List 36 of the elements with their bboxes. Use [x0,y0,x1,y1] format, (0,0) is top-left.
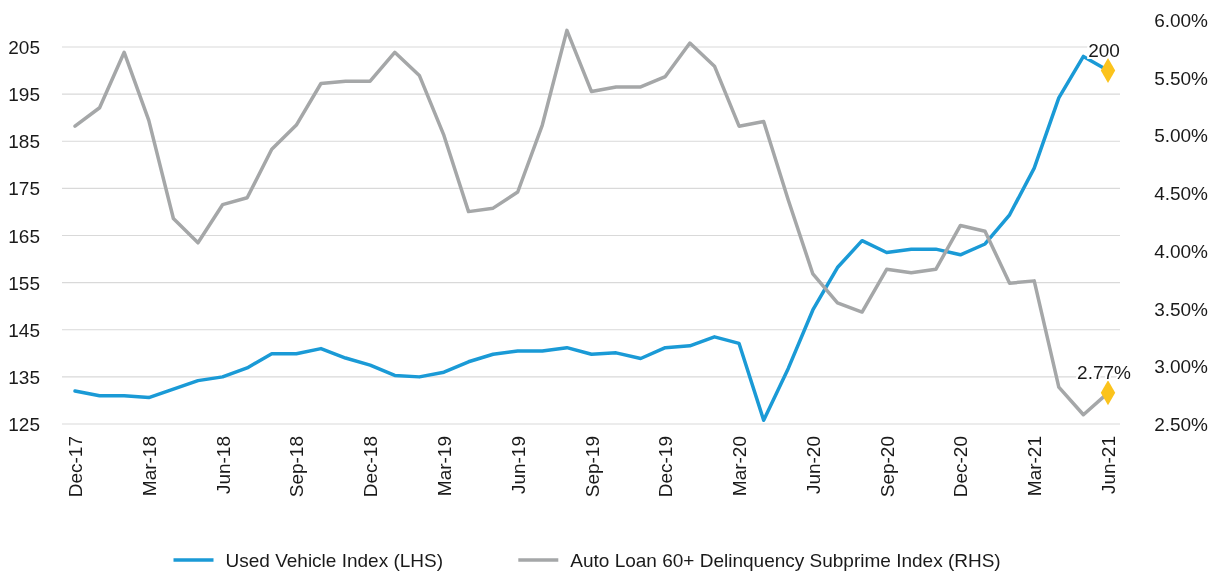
y2-tick-label: 3.00% [1154,356,1209,378]
x-tick-label: Mar-18 [138,436,160,497]
y2-tick-label: 3.50% [1154,298,1209,320]
data-label: 2.77% [1077,361,1132,383]
legend-label: Auto Loan 60+ Delinquency Subprime Index (RHS) [570,550,1001,571]
x-tick-label: Jun-19 [507,436,529,495]
x-tick-label: Jun-18 [212,436,234,495]
x-tick-label: Dec-20 [950,436,972,498]
x-tick-label: Mar-19 [433,436,455,497]
y-tick-label: 195 [8,84,40,106]
y-tick-label: 175 [8,178,40,200]
x-tick-label: Dec-18 [360,436,382,498]
y2-tick-label: 5.00% [1154,125,1209,147]
y2-tick-label: 4.00% [1154,240,1209,262]
y2-tick-label: 4.50% [1154,183,1209,205]
x-tick-label: Mar-21 [1024,436,1046,497]
legend-label: Used Vehicle Index (LHS) [225,550,444,571]
x-tick-label: Dec-19 [655,436,677,498]
y2-tick-label: 5.50% [1154,67,1209,89]
data-label: 200 [1088,39,1120,61]
y-tick-label: 135 [8,366,40,388]
x-tick-label: Sep-20 [876,436,898,498]
x-tick-label: Jun-21 [1098,436,1119,495]
y-tick-label: 145 [8,319,40,341]
x-tick-label: Sep-19 [581,436,603,498]
y-tick-label: 185 [8,131,40,153]
x-tick-label: Jun-20 [802,436,824,495]
x-tick-label: Dec-17 [65,436,86,498]
y-tick-label: 125 [8,414,40,435]
y2-tick-label: 2.50% [1154,414,1209,435]
y-tick-label: 165 [8,225,40,247]
y-tick-label: 205 [8,37,40,58]
x-tick-label: Mar-20 [729,436,751,497]
y-tick-label: 155 [8,272,40,294]
y2-tick-label: 6.00% [1154,10,1209,31]
x-tick-label: Sep-18 [286,436,308,498]
